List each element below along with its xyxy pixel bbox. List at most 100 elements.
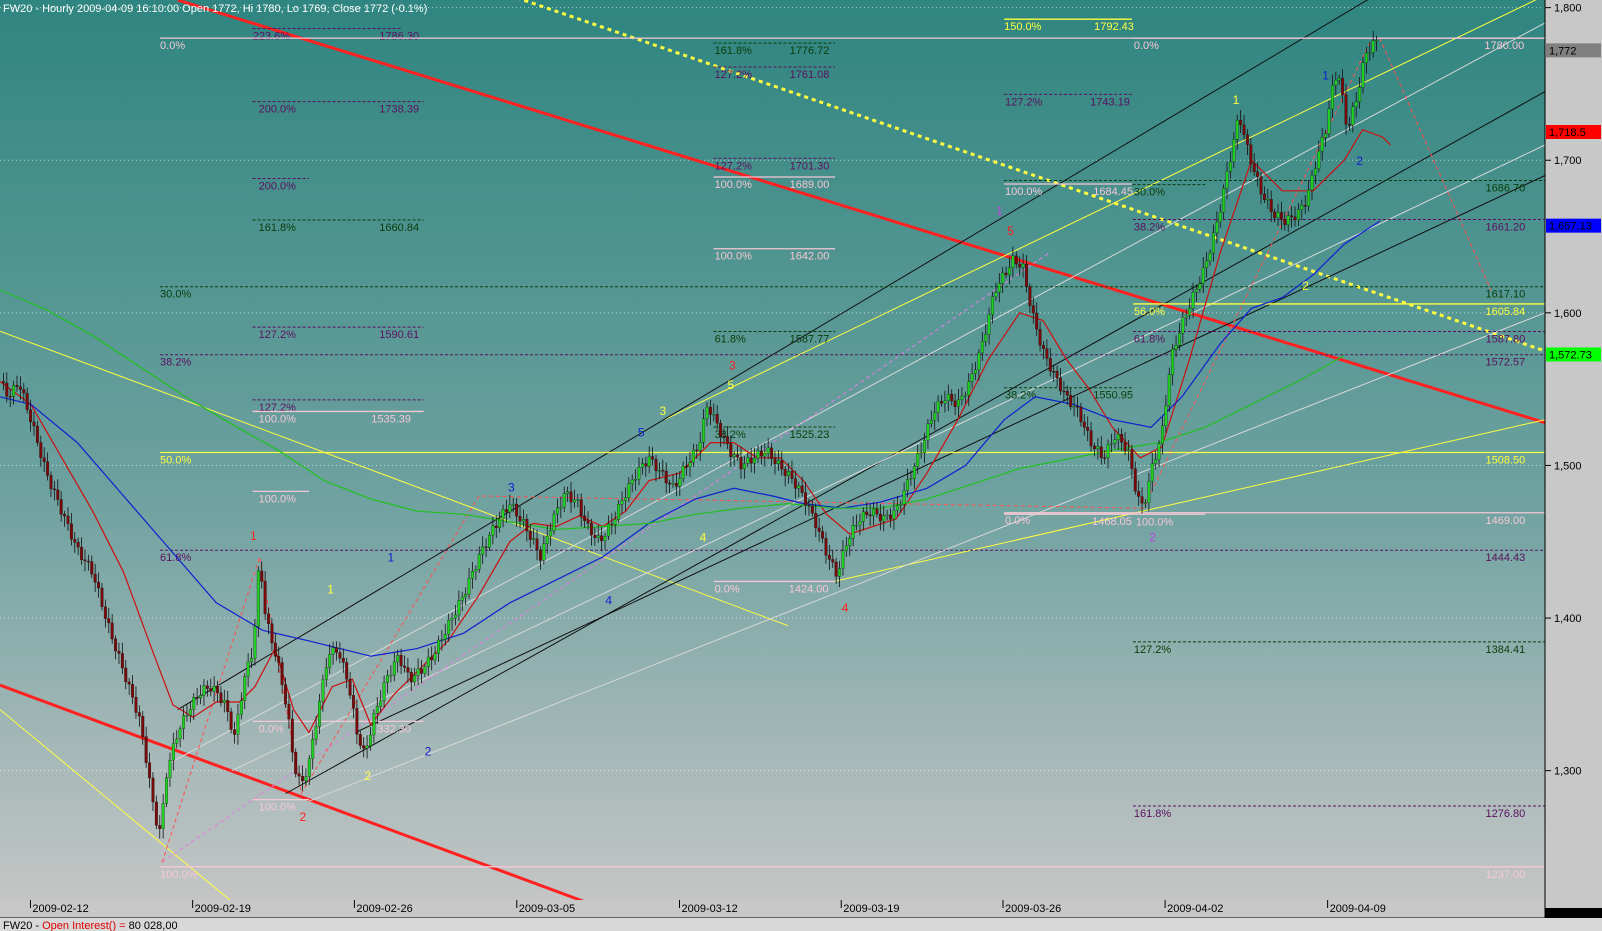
fib-level-value: 1587.77 xyxy=(790,334,830,346)
candle-body xyxy=(1361,62,1365,88)
candle-body xyxy=(613,519,617,525)
candle-body xyxy=(403,665,406,668)
fib-level-value: 1701.30 xyxy=(790,160,830,172)
candle-body xyxy=(318,700,321,727)
fib-level-value: 1469.00 xyxy=(1486,515,1526,527)
candle-body xyxy=(1038,329,1042,346)
black-channel-2 xyxy=(285,91,1546,794)
candle-body xyxy=(307,758,311,777)
candle-body xyxy=(555,507,559,515)
candle-body xyxy=(1014,255,1018,265)
candle-body xyxy=(770,447,774,459)
candle-body xyxy=(263,581,267,614)
candle-body xyxy=(110,622,114,640)
candle-body xyxy=(12,384,16,397)
candle-body xyxy=(372,713,376,736)
candle-body xyxy=(967,381,971,396)
candle-body xyxy=(804,492,808,506)
candle-body xyxy=(797,485,801,489)
candle-body xyxy=(345,662,349,680)
candle-body xyxy=(1161,425,1164,444)
fib-level-value: 1642.00 xyxy=(790,251,830,263)
wave-label: 3 xyxy=(659,404,666,418)
candle-body xyxy=(457,600,461,616)
candle-body xyxy=(1313,168,1317,176)
candle-body xyxy=(188,709,192,716)
wave-label: 4 xyxy=(605,593,612,607)
price-marker-box xyxy=(1546,347,1601,362)
candle-body xyxy=(569,491,573,503)
candle-body xyxy=(1215,221,1219,234)
candle-body xyxy=(1375,40,1379,42)
candle-body xyxy=(219,692,223,703)
candle-body xyxy=(980,341,984,354)
candle-body xyxy=(1232,139,1236,162)
candle-body xyxy=(25,393,29,410)
wave-label: 2 xyxy=(1149,531,1156,545)
candle-body xyxy=(93,574,97,583)
candle-body xyxy=(851,525,855,539)
candle-body xyxy=(1341,77,1345,95)
price-marker-label: 1,718.5 xyxy=(1549,127,1586,139)
candle-body xyxy=(426,656,430,668)
candle-body xyxy=(151,777,155,803)
candle-body xyxy=(732,454,736,457)
candle-body xyxy=(984,334,988,342)
candle-body xyxy=(358,734,362,746)
candle-body xyxy=(1096,446,1100,450)
fib-level-value: 1444.43 xyxy=(1486,552,1526,564)
price-tick-label: 1,500 xyxy=(1554,460,1582,472)
candle-body xyxy=(1120,434,1124,443)
candle-body xyxy=(5,382,9,397)
candle-body xyxy=(284,684,287,705)
candle-body xyxy=(185,714,189,717)
fib-level-pct: 0.0% xyxy=(259,723,284,735)
fib-level-pct: 61.8% xyxy=(160,552,191,564)
fib-level-pct: 0.0% xyxy=(715,583,740,595)
candle-body xyxy=(919,452,923,454)
time-tick-label: 2009-04-09 xyxy=(1330,903,1386,915)
candle-body xyxy=(396,655,400,663)
candle-body xyxy=(691,449,695,463)
candle-body xyxy=(1106,444,1110,458)
candle-body xyxy=(175,738,179,744)
candle-body xyxy=(365,745,369,749)
candle-body xyxy=(80,546,84,560)
candle-body xyxy=(1028,286,1032,306)
candle-body xyxy=(1245,134,1249,145)
candle-body xyxy=(620,500,624,505)
fib-level-pct: 127.2% xyxy=(1005,96,1043,108)
candle-body xyxy=(838,568,842,577)
candle-body xyxy=(481,546,485,555)
candle-body xyxy=(1269,199,1273,213)
time-tick-label: 2009-03-12 xyxy=(681,903,737,915)
candle-body xyxy=(355,708,359,735)
candle-body xyxy=(1201,267,1205,284)
candle-body xyxy=(362,745,366,749)
candle-body xyxy=(171,743,175,761)
candle-body xyxy=(1222,188,1226,213)
wave-label: 2 xyxy=(299,810,306,824)
wave-label: 1 xyxy=(1233,93,1240,107)
candle-body xyxy=(1123,442,1127,452)
candle-body xyxy=(154,801,158,826)
candle-body xyxy=(226,700,230,712)
candle-body xyxy=(1082,421,1086,428)
candle-body xyxy=(657,470,661,472)
candle-body xyxy=(202,685,206,696)
candle-body xyxy=(1021,263,1025,268)
candle-body xyxy=(647,456,651,467)
candle-body xyxy=(722,436,726,438)
candle-body xyxy=(443,634,447,640)
candle-body xyxy=(1358,87,1362,102)
candle-body xyxy=(32,421,36,427)
candle-body xyxy=(593,534,597,538)
candle-body xyxy=(790,471,794,479)
wave-label: 1 xyxy=(996,204,1003,218)
candle-body xyxy=(491,525,495,536)
candle-body xyxy=(1334,79,1338,86)
candle-body xyxy=(946,394,950,402)
candle-body xyxy=(1256,171,1260,177)
candle-body xyxy=(739,457,743,470)
